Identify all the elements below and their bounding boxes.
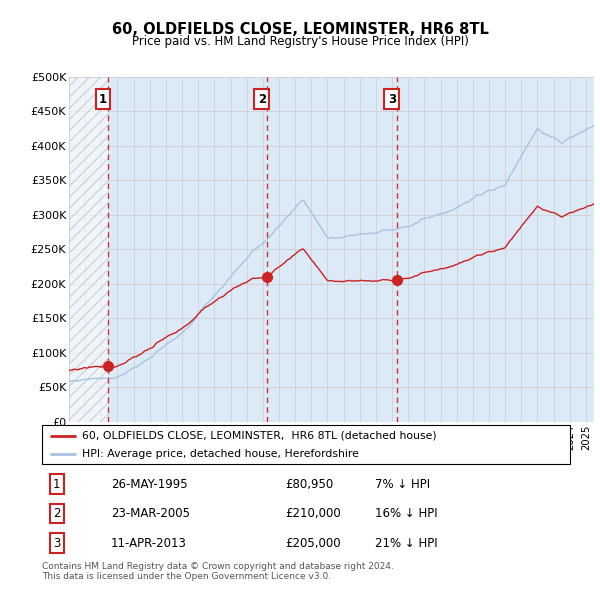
Text: 2: 2 bbox=[257, 93, 266, 106]
Text: HPI: Average price, detached house, Herefordshire: HPI: Average price, detached house, Here… bbox=[82, 449, 358, 459]
Text: £205,000: £205,000 bbox=[285, 537, 341, 550]
Text: 11-APR-2013: 11-APR-2013 bbox=[110, 537, 187, 550]
Bar bbox=[69, 77, 108, 422]
Text: 1: 1 bbox=[53, 477, 61, 490]
Text: 3: 3 bbox=[53, 537, 61, 550]
Text: 60, OLDFIELDS CLOSE, LEOMINSTER,  HR6 8TL (detached house): 60, OLDFIELDS CLOSE, LEOMINSTER, HR6 8TL… bbox=[82, 431, 436, 441]
Text: £80,950: £80,950 bbox=[285, 477, 333, 490]
Text: Price paid vs. HM Land Registry's House Price Index (HPI): Price paid vs. HM Land Registry's House … bbox=[131, 35, 469, 48]
Text: 21% ↓ HPI: 21% ↓ HPI bbox=[374, 537, 437, 550]
Text: 3: 3 bbox=[388, 93, 396, 106]
Text: 7% ↓ HPI: 7% ↓ HPI bbox=[374, 477, 430, 490]
Text: Contains HM Land Registry data © Crown copyright and database right 2024.
This d: Contains HM Land Registry data © Crown c… bbox=[42, 562, 394, 581]
Text: 16% ↓ HPI: 16% ↓ HPI bbox=[374, 507, 437, 520]
Text: 26-MAY-1995: 26-MAY-1995 bbox=[110, 477, 187, 490]
Text: 2: 2 bbox=[53, 507, 61, 520]
Text: 60, OLDFIELDS CLOSE, LEOMINSTER, HR6 8TL: 60, OLDFIELDS CLOSE, LEOMINSTER, HR6 8TL bbox=[112, 22, 488, 37]
Text: £210,000: £210,000 bbox=[285, 507, 341, 520]
Text: 23-MAR-2005: 23-MAR-2005 bbox=[110, 507, 190, 520]
Text: 1: 1 bbox=[99, 93, 107, 106]
